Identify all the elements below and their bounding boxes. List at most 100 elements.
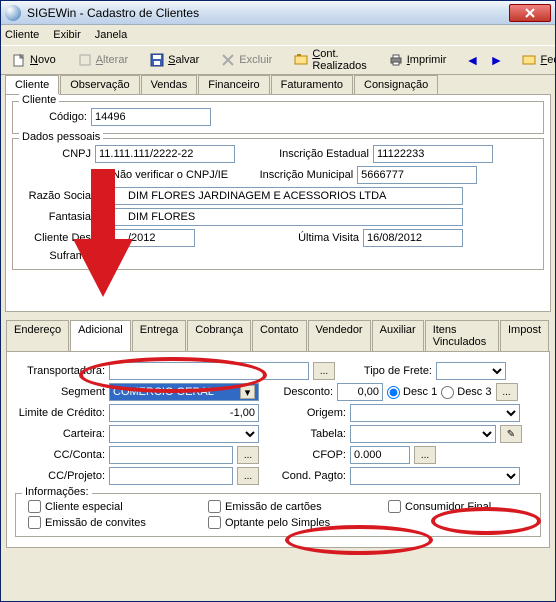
salvar-button[interactable]: Salvar [143, 50, 206, 70]
tipo-frete-label: Tipo de Frete: [347, 365, 432, 377]
desconto-input[interactable] [337, 383, 383, 401]
desc3-radio[interactable]: Desc 3 [441, 386, 491, 399]
cfop-label: CFOP: [271, 449, 346, 461]
ccprojeto-input[interactable] [109, 467, 233, 485]
subtab-itens[interactable]: Itens Vinculados [425, 320, 499, 351]
delete-icon [221, 53, 235, 67]
ultima-visita-label: Última Visita [259, 232, 359, 244]
excluir-button[interactable]: Excluir [214, 50, 279, 70]
codigo-input[interactable] [91, 108, 211, 126]
cnpj-input[interactable] [95, 145, 235, 163]
novo-button[interactable]: Novo [5, 50, 63, 70]
close-button[interactable] [509, 4, 551, 22]
emissao-cartoes-checkbox[interactable]: Emissão de cartões [208, 500, 358, 513]
segmento-label: Segment [15, 386, 105, 398]
subtab-vendedor[interactable]: Vendedor [308, 320, 371, 351]
cnpj-label: CNPJ [19, 148, 91, 160]
subtab-auxiliar[interactable]: Auxiliar [372, 320, 424, 351]
limite-label: Limite de Crédito: [15, 407, 105, 419]
limite-input[interactable] [109, 404, 259, 422]
tabela-select[interactable] [350, 425, 496, 443]
cfop-input[interactable] [350, 446, 410, 464]
tab-consignacao[interactable]: Consignação [354, 75, 438, 94]
transportadora-lookup-button[interactable]: ... [313, 362, 335, 380]
ccconta-input[interactable] [109, 446, 233, 464]
menu-exibir[interactable]: Exibir [53, 29, 81, 41]
razao-input[interactable] [95, 187, 463, 205]
alterar-icon [78, 53, 92, 67]
ccconta-lookup-button[interactable]: ... [237, 446, 259, 464]
sub-tabs: Endereço Adicional Entrega Cobrança Cont… [6, 320, 550, 351]
insc-mun-input[interactable] [357, 166, 477, 184]
tabela-edit-button[interactable]: ✎ [500, 425, 522, 443]
cliente-especial-checkbox[interactable]: Cliente especial [28, 500, 178, 513]
tab-financeiro[interactable]: Financeiro [198, 75, 269, 94]
desc-lookup-button[interactable]: ... [496, 383, 518, 401]
imprimir-button[interactable]: Imprimir [382, 50, 454, 70]
fechar-icon [522, 53, 536, 67]
subtab-contato[interactable]: Contato [252, 320, 307, 351]
print-icon [389, 53, 403, 67]
alterar-button[interactable]: Alterar [71, 50, 135, 70]
insc-est-input[interactable] [373, 145, 493, 163]
cliente-desde-label: Cliente Des [19, 232, 91, 244]
menu-cliente[interactable]: Cliente [5, 29, 39, 41]
tab-faturamento[interactable]: Faturamento [271, 75, 353, 94]
transportadora-input[interactable] [109, 362, 309, 380]
transportadora-label: Transportadora: [15, 365, 105, 377]
tipo-frete-select[interactable] [436, 362, 506, 380]
alterar-label: Alterar [96, 54, 128, 66]
fechar-button[interactable]: Fechar [515, 50, 556, 70]
main-window: SIGEWin - Cadastro de Clientes Cliente E… [0, 0, 556, 602]
cliente-legend: Cliente [19, 94, 59, 106]
info-legend: Informações: [22, 486, 92, 498]
cont-icon [294, 53, 308, 67]
origem-label: Origem: [271, 407, 346, 419]
info-fieldset: Informações: Cliente especial Emissão de… [15, 493, 541, 537]
toolbar: Novo Alterar Salvar Excluir Cont. Realiz… [1, 45, 555, 75]
cond-pagto-label: Cond. Pagto: [271, 470, 346, 482]
consumidor-final-checkbox[interactable]: Consumidor Final [388, 500, 491, 513]
dados-fieldset: Dados pessoais CNPJ Inscrição Estadual N… [12, 138, 544, 270]
prev-button[interactable]: ◄ [461, 49, 483, 71]
segmento-select[interactable]: COMERCIO GERAL ▾ [109, 383, 259, 401]
insc-mun-label: Inscrição Municipal [238, 169, 353, 181]
tabela-label: Tabela: [271, 428, 346, 440]
new-icon [12, 53, 26, 67]
subtab-cobranca[interactable]: Cobrança [187, 320, 251, 351]
excluir-label: Excluir [239, 54, 272, 66]
ultima-visita-input[interactable] [363, 229, 463, 247]
emissao-convites-checkbox[interactable]: Emissão de convites [28, 516, 178, 529]
cliente-fieldset: Cliente Código: [12, 101, 544, 134]
subtab-imposto[interactable]: Impost [500, 320, 549, 351]
tab-cliente[interactable]: Cliente [5, 75, 59, 94]
menu-janela[interactable]: Janela [95, 29, 127, 41]
novo-label: Novo [30, 54, 56, 66]
subtab-entrega[interactable]: Entrega [132, 320, 187, 351]
subtab-endereco[interactable]: Endereço [6, 320, 69, 351]
tab-observacao[interactable]: Observação [60, 75, 139, 94]
nao-verificar-checkbox[interactable]: Não verificar o CNPJ/IE [95, 169, 228, 182]
cfop-lookup-button[interactable]: ... [414, 446, 436, 464]
window-title: SIGEWin - Cadastro de Clientes [27, 6, 509, 20]
menubar: Cliente Exibir Janela [1, 25, 555, 45]
cont-realizados-button[interactable]: Cont. Realizados [287, 45, 373, 75]
desconto-label: Desconto: [271, 386, 333, 398]
salvar-label: Salvar [168, 54, 199, 66]
fantasia-input[interactable] [95, 208, 463, 226]
tab-vendas[interactable]: Vendas [141, 75, 198, 94]
cliente-desde-input[interactable] [95, 229, 195, 247]
titlebar: SIGEWin - Cadastro de Clientes [1, 1, 555, 25]
chevron-down-icon: ▾ [240, 385, 255, 399]
subtab-adicional[interactable]: Adicional [70, 320, 131, 351]
origem-select[interactable] [350, 404, 520, 422]
carteira-select[interactable] [109, 425, 259, 443]
carteira-label: Carteira: [15, 428, 105, 440]
ccprojeto-label: CC/Projeto: [15, 470, 105, 482]
desc1-radio[interactable]: Desc 1 [387, 386, 437, 399]
cond-pagto-select[interactable] [350, 467, 520, 485]
ccprojeto-lookup-button[interactable]: ... [237, 467, 259, 485]
optante-simples-checkbox[interactable]: Optante pelo Simples [208, 516, 358, 529]
next-button[interactable]: ► [485, 49, 507, 71]
save-icon [150, 53, 164, 67]
